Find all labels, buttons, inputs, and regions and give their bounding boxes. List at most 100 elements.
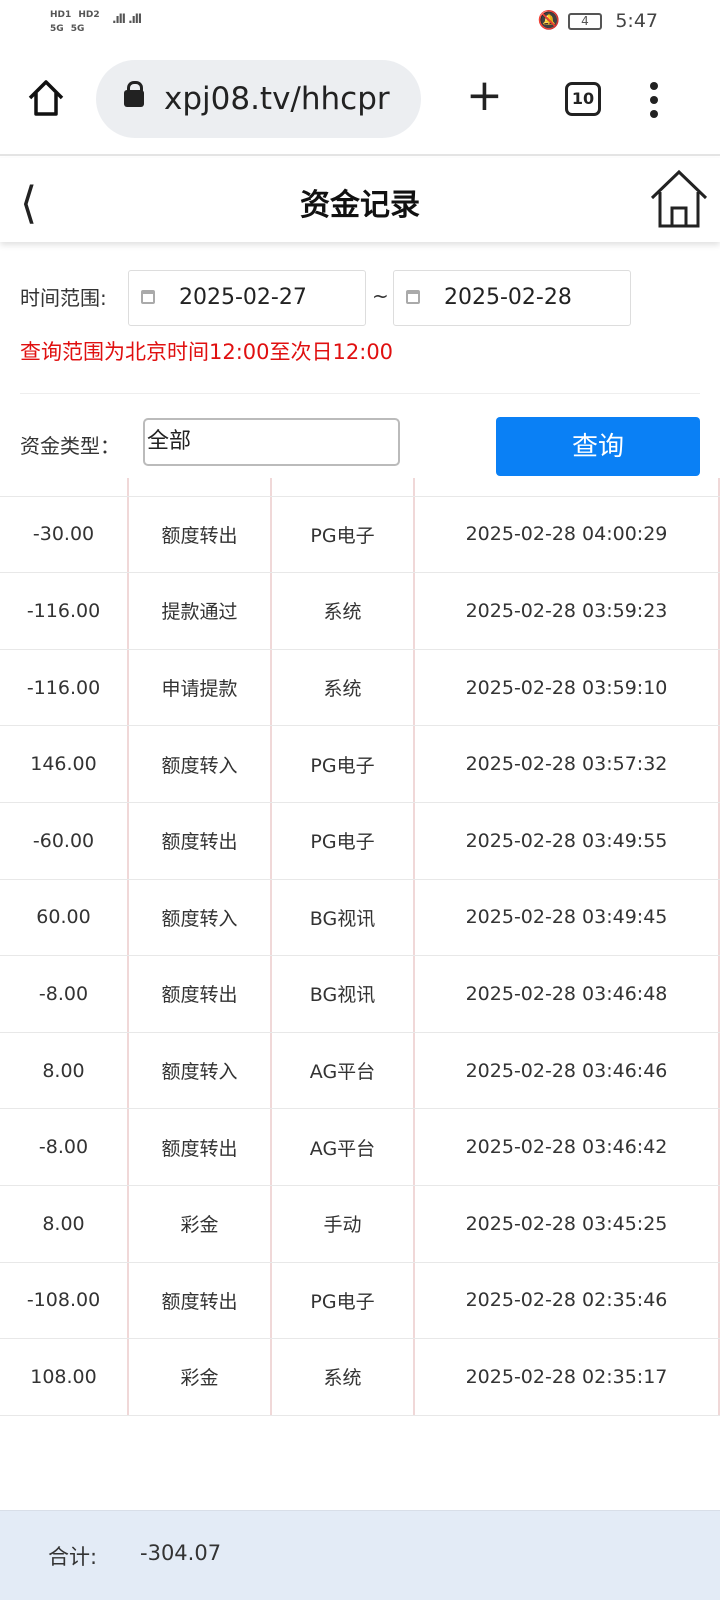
cell-time: 2025-02-28 04:00:29	[415, 496, 720, 573]
home-icon[interactable]	[648, 168, 710, 230]
cell-source: PG电子	[272, 496, 415, 573]
tab-count-button[interactable]: 10	[565, 82, 601, 116]
total-label: 合计:	[48, 1545, 98, 1569]
total-footer: 合计: -304.07	[0, 1510, 720, 1600]
calendar-icon	[406, 290, 420, 304]
cell-type: 额度转出	[129, 1262, 272, 1339]
cell-source: AG平台	[272, 1032, 415, 1109]
cell-source: 系统	[272, 573, 415, 649]
query-button[interactable]: 查询	[496, 417, 700, 476]
table-row: 8.00 彩金 手动 2025-02-28 03:45:25	[0, 1185, 720, 1263]
cell-time: 2025-02-28 03:57:32	[415, 726, 720, 802]
cell-type: 额度转入	[129, 726, 272, 802]
cell-amount: -8.00	[0, 1109, 129, 1185]
cell-time: 2025-02-28 03:59:23	[415, 573, 720, 649]
cell-source: 手动	[272, 1185, 415, 1262]
cell-time: 2025-02-28 02:35:46	[415, 1262, 720, 1339]
cell-amount: -116.00	[0, 649, 129, 726]
end-date-value: 2025-02-28	[444, 285, 572, 310]
lock-icon	[124, 81, 144, 107]
new-tab-icon[interactable]: +	[466, 70, 503, 121]
end-date-input[interactable]: 2025-02-28	[393, 270, 631, 326]
cell-type: 额度转出	[129, 1109, 272, 1185]
cell-type: 提款通过	[129, 573, 272, 649]
table-row: 8.00 额度转入 AG平台 2025-02-28 03:46:46	[0, 1032, 720, 1110]
cell-time: 2025-02-28 03:59:10	[415, 649, 720, 726]
cell-source: 系统	[272, 1339, 415, 1415]
fund-type-select[interactable]: 全部	[143, 418, 400, 466]
total-value: -304.07	[140, 1541, 222, 1565]
cell-amount: 6.00	[0, 478, 129, 496]
cell-amount: -108.00	[0, 1262, 129, 1339]
time-range-label: 时间范围:	[20, 286, 107, 310]
back-icon[interactable]: ⟨	[20, 178, 38, 229]
cell-type: 额度转入	[129, 1032, 272, 1109]
table-row: -108.00 额度转出 PG电子 2025-02-28 02:35:46	[0, 1262, 720, 1340]
cell-source: PG电子	[272, 802, 415, 879]
table-row: 108.00 彩金 系统 2025-02-28 02:35:17	[0, 1339, 720, 1416]
cell-type: 额度转入	[129, 478, 272, 496]
page-title: 资金记录	[300, 188, 420, 223]
start-date-value: 2025-02-27	[179, 285, 307, 310]
cell-time: 2025-02-28 04:03:24	[415, 478, 720, 496]
fund-type-label: 资金类型：	[20, 434, 120, 458]
cell-time: 2025-02-28 03:49:55	[415, 802, 720, 879]
cell-amount: 8.00	[0, 1032, 129, 1109]
battery-icon: 4	[568, 13, 602, 30]
cell-type: 额度转出	[129, 802, 272, 879]
browser-toolbar: xpj08.tv/hhcpr + 10	[0, 48, 720, 156]
cell-source: 系统	[272, 649, 415, 726]
cell-type: 申请提款	[129, 649, 272, 726]
address-bar[interactable]: xpj08.tv/hhcpr	[96, 60, 421, 138]
cell-amount: 108.00	[0, 1339, 129, 1415]
cell-type: 额度转入	[129, 879, 272, 956]
range-separator: ~	[372, 284, 389, 308]
cell-source: BG视讯	[272, 879, 415, 956]
cell-amount: -8.00	[0, 956, 129, 1032]
cell-time: 2025-02-28 03:46:42	[415, 1109, 720, 1185]
more-menu-icon[interactable]	[650, 82, 660, 124]
cell-source: PG电子	[272, 726, 415, 802]
url-text: xpj08.tv/hhcpr	[164, 81, 390, 117]
cell-type: 彩金	[129, 1339, 272, 1415]
cell-source: PG电子	[272, 1262, 415, 1339]
divider	[20, 393, 700, 394]
network-indicators: HD1 HD2 5G 5G	[50, 10, 100, 34]
calendar-icon	[141, 290, 155, 304]
cell-amount: -60.00	[0, 802, 129, 879]
cell-type: 额度转出	[129, 956, 272, 1032]
table-row: 60.00 额度转入 BG视讯 2025-02-28 03:49:45	[0, 879, 720, 957]
cell-amount: 146.00	[0, 726, 129, 802]
range-note: 查询范围为北京时间12:00至次日12:00	[20, 340, 394, 364]
home-icon[interactable]	[26, 78, 66, 118]
cell-amount: -30.00	[0, 496, 129, 573]
status-bar: HD1 HD2 5G 5G .ıll .ıll 🔕 4 5:47	[0, 0, 720, 48]
cell-amount: 8.00	[0, 1185, 129, 1262]
cell-source: AG平台	[272, 1109, 415, 1185]
cell-time: 2025-02-28 03:46:46	[415, 1032, 720, 1109]
page-header: ⟨ 资金记录	[0, 158, 720, 242]
table-row: -60.00 额度转出 PG电子 2025-02-28 03:49:55	[0, 802, 720, 880]
cell-type: 彩金	[129, 1185, 272, 1262]
table-row: -116.00 申请提款 系统 2025-02-28 03:59:10	[0, 649, 720, 727]
cell-amount: 60.00	[0, 879, 129, 956]
cell-source: BG视讯	[272, 956, 415, 1032]
mute-bell-icon: 🔕	[537, 10, 560, 31]
clock: 5:47	[615, 10, 658, 32]
signal-bars-icon: .ıll .ıll	[112, 12, 142, 26]
cell-time: 2025-02-28 02:35:17	[415, 1339, 720, 1415]
table-row: -8.00 额度转出 AG平台 2025-02-28 03:46:42	[0, 1109, 720, 1186]
table-row: -30.00 额度转出 PG电子 2025-02-28 04:00:29	[0, 496, 720, 574]
table-row: -8.00 额度转出 BG视讯 2025-02-28 03:46:48	[0, 956, 720, 1033]
cell-type: 额度转出	[129, 496, 272, 573]
cell-amount: -116.00	[0, 573, 129, 649]
start-date-input[interactable]: 2025-02-27	[128, 270, 366, 326]
cell-time: 2025-02-28 03:49:45	[415, 879, 720, 956]
cell-time: 2025-02-28 03:46:48	[415, 956, 720, 1032]
cell-source: PG电子	[272, 478, 415, 496]
cell-time: 2025-02-28 03:45:25	[415, 1185, 720, 1262]
table-row: -116.00 提款通过 系统 2025-02-28 03:59:23	[0, 573, 720, 650]
table-row: 146.00 额度转入 PG电子 2025-02-28 03:57:32	[0, 726, 720, 803]
